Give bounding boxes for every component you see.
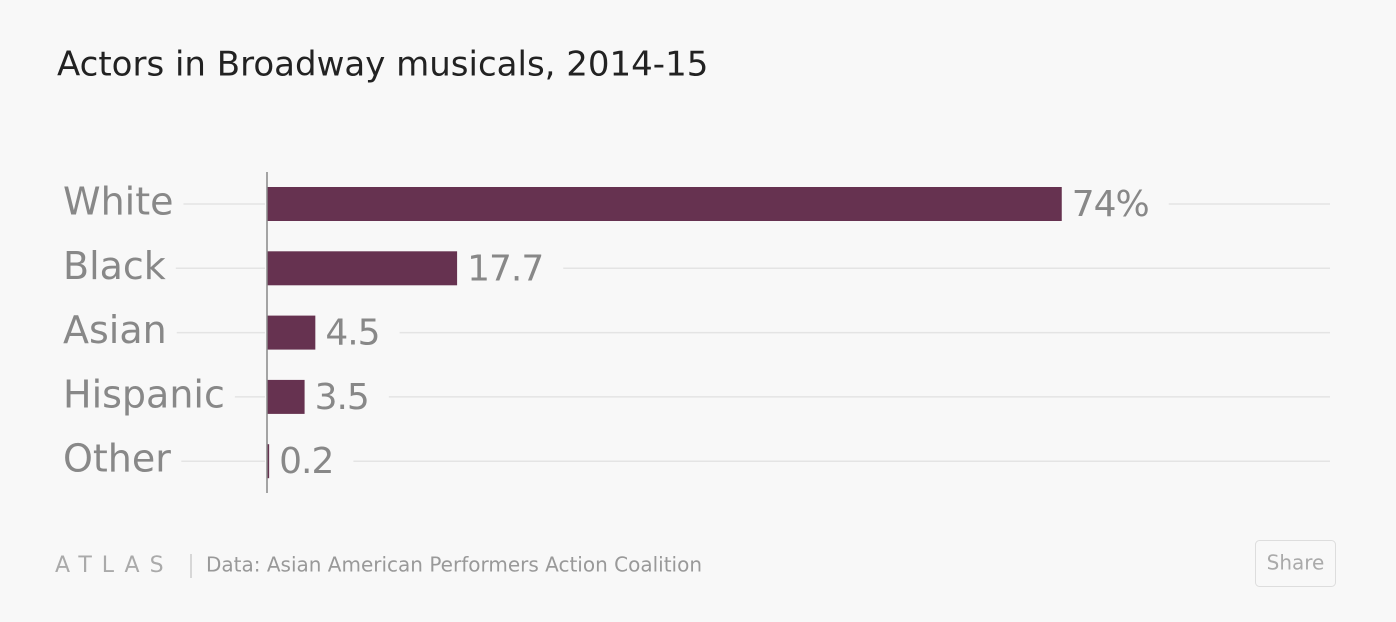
bar [267, 251, 458, 286]
value-label: 17.7 [467, 248, 543, 289]
bar [267, 315, 316, 350]
bar [267, 379, 305, 414]
value-label: 4.5 [325, 313, 379, 354]
brand-logo: ATLAS [55, 553, 174, 578]
value-label: 0.2 [279, 441, 333, 482]
category-label: Other [63, 437, 171, 481]
bar [267, 187, 1062, 221]
source-note: Data: Asian American Performers Action C… [206, 553, 702, 577]
value-label: 74% [1072, 184, 1149, 225]
category-label: White [63, 180, 174, 224]
share-button[interactable] [1255, 540, 1336, 587]
bar [267, 444, 270, 479]
chart-title: Actors in Broadway musicals, 2014-15 [57, 45, 708, 85]
category-label: Hispanic [63, 372, 225, 416]
share-label[interactable]: Share [1267, 551, 1325, 575]
category-label: Asian [63, 308, 167, 352]
category-label: Black [63, 244, 166, 288]
value-label: 3.5 [315, 377, 369, 418]
